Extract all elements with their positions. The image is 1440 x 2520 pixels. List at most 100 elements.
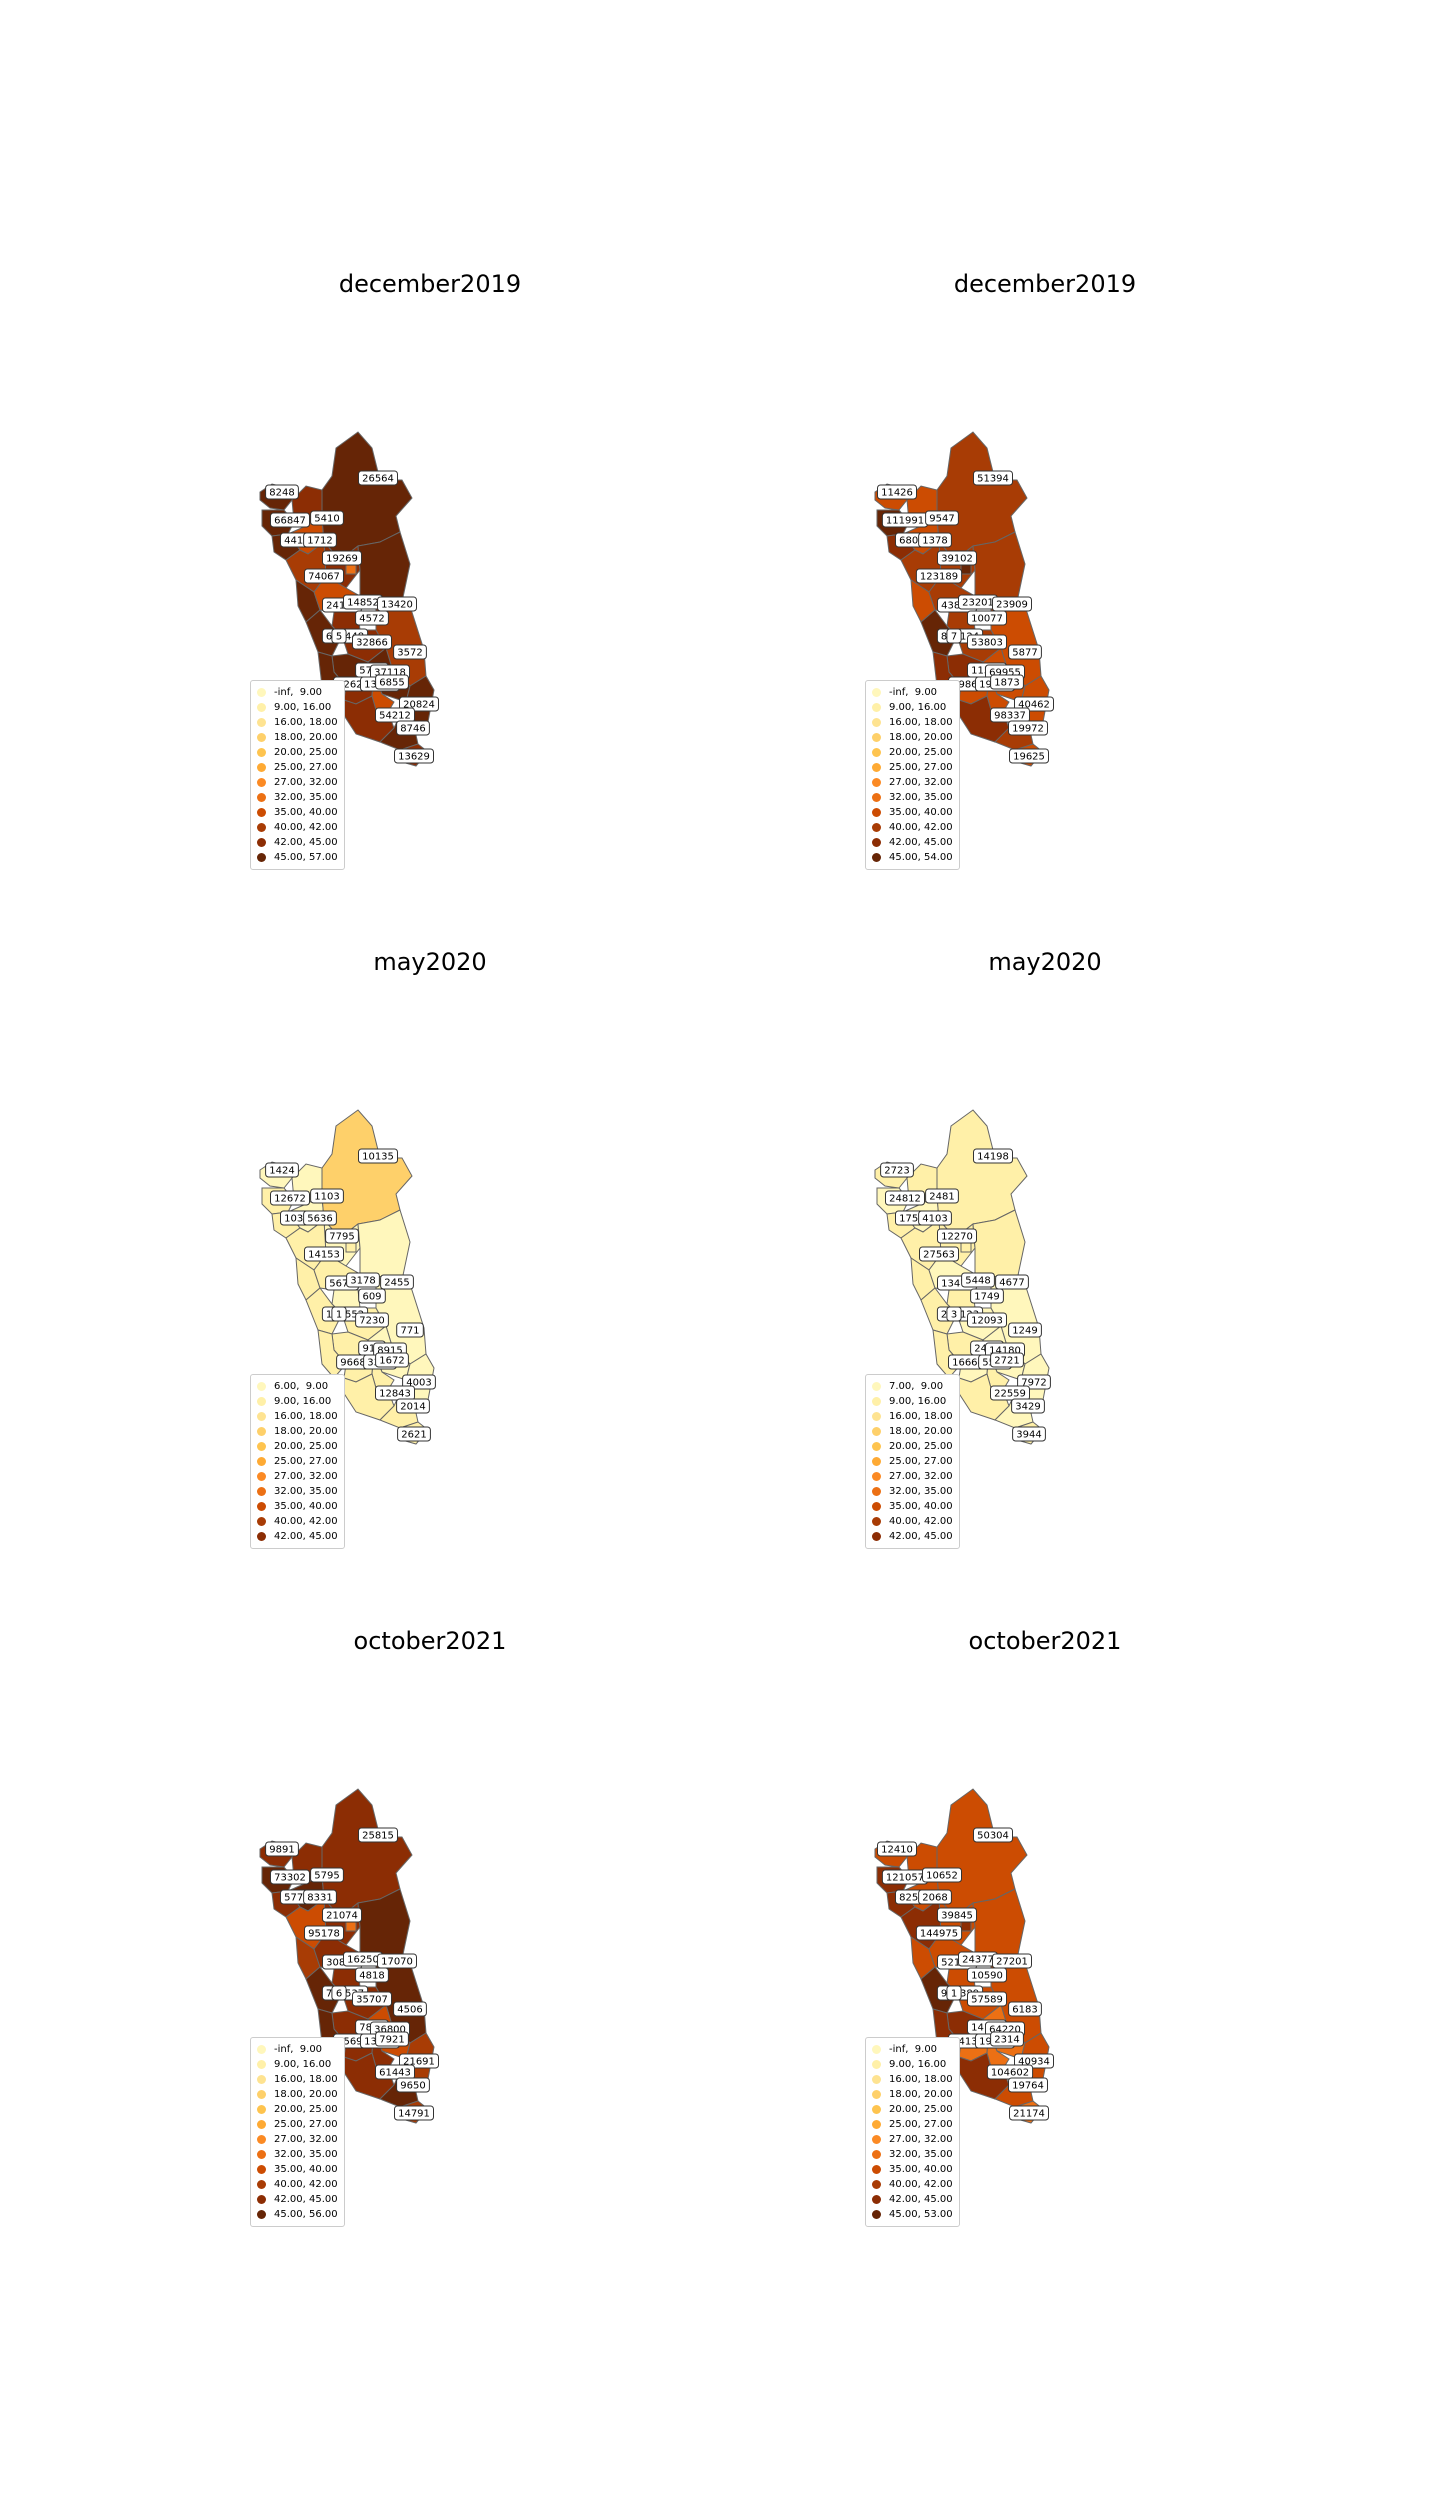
region-label: 1873 (990, 674, 1024, 690)
region-label: 27201 (992, 1953, 1032, 1969)
region-label: 5410 (310, 510, 344, 526)
legend-entry: 40.00, 42.00 (257, 820, 338, 835)
svg-text:9891: 9891 (269, 1845, 294, 1856)
legend-entry: 42.00, 45.00 (257, 2192, 338, 2207)
legend-swatch (872, 1427, 881, 1436)
region-label: 66847 (270, 512, 310, 528)
svg-text:62628: 62628 (337, 680, 369, 691)
region-label: 8248 (265, 484, 299, 500)
legend-swatch (872, 703, 881, 712)
legend-label: 20.00, 25.00 (274, 2104, 338, 2115)
legend-swatch (872, 1532, 881, 1541)
legend-entry: 9.00, 16.00 (257, 700, 338, 715)
region-label: 2314 (990, 2031, 1024, 2047)
legend-swatch (872, 823, 881, 832)
svg-text:2481: 2481 (929, 1192, 954, 1203)
legend-label: 32.00, 35.00 (274, 792, 338, 803)
region-label: 4506 (393, 2001, 427, 2017)
region-label: 2068 (918, 1889, 952, 1905)
svg-text:14791: 14791 (398, 2109, 430, 2120)
svg-text:40934: 40934 (1018, 2057, 1050, 2068)
svg-text:7921: 7921 (379, 2035, 404, 2046)
svg-text:7: 7 (951, 632, 957, 643)
legend-label: 20.00, 25.00 (889, 747, 953, 758)
legend-entry: -inf, 9.00 (872, 2042, 953, 2057)
legend-label: 16.00, 18.00 (274, 717, 338, 728)
region-label: 2014 (396, 1398, 430, 1414)
legend-swatch (872, 748, 881, 757)
svg-text:5410: 5410 (314, 514, 339, 525)
legend-entry: 16.00, 18.00 (872, 715, 953, 730)
legend-label: 45.00, 56.00 (274, 2209, 338, 2220)
svg-text:53803: 53803 (971, 638, 1003, 649)
region-label: 1424 (265, 1162, 299, 1178)
panel-title: october2021 (968, 1627, 1122, 1655)
legend-swatch (257, 2075, 266, 2084)
legend-label: 20.00, 25.00 (274, 1441, 338, 1452)
region-label: 23909 (992, 596, 1032, 612)
legend-label: 16.00, 18.00 (889, 1411, 953, 1422)
legend-swatch (872, 763, 881, 772)
region-label: 104602 (986, 2064, 1034, 2080)
region-label: 6855 (375, 674, 409, 690)
svg-text:26564: 26564 (362, 474, 394, 485)
legend-label: 18.00, 20.00 (889, 1426, 953, 1437)
svg-text:1712: 1712 (307, 536, 332, 547)
legend-label: 27.00, 32.00 (889, 1471, 953, 1482)
legend-swatch (872, 1517, 881, 1526)
svg-text:2314: 2314 (994, 2035, 1019, 2046)
legend-entry: -inf, 9.00 (257, 2042, 338, 2057)
svg-text:95178: 95178 (308, 1929, 340, 1940)
legend-entry: 18.00, 20.00 (872, 730, 953, 745)
svg-text:5877: 5877 (1012, 648, 1037, 659)
legend-entry: 35.00, 40.00 (257, 2162, 338, 2177)
svg-text:23909: 23909 (996, 600, 1028, 611)
map-legend: 7.00, 9.00 9.00, 16.00 16.00, 18.00 18.00, … (865, 1374, 960, 1549)
legend-label: 35.00, 40.00 (889, 1501, 953, 1512)
svg-text:43848: 43848 (941, 601, 973, 612)
svg-text:8331: 8331 (307, 1893, 332, 1904)
region-label: 95178 (304, 1925, 344, 1941)
legend-entry: 20.00, 25.00 (257, 2102, 338, 2117)
region-label: 123189 (915, 568, 963, 584)
region-label: 3429 (1011, 1398, 1045, 1414)
map-legend: -inf, 9.00 9.00, 16.00 16.00, 18.00 18.00, … (250, 2037, 345, 2227)
legend-swatch (872, 2045, 881, 2054)
svg-text:771: 771 (400, 1326, 419, 1337)
legend-swatch (257, 733, 266, 742)
svg-text:24377: 24377 (962, 1955, 994, 1966)
legend-swatch (257, 1502, 266, 1511)
legend-label: -inf, 9.00 (889, 687, 938, 698)
legend-swatch (257, 2090, 266, 2099)
legend-entry: 7.00, 9.00 (872, 1379, 953, 1394)
legend-swatch (257, 2180, 266, 2189)
svg-text:2455: 2455 (384, 1278, 409, 1289)
svg-text:13629: 13629 (398, 752, 430, 763)
region-label: 25815 (358, 1827, 398, 1843)
legend-label: 25.00, 27.00 (274, 2119, 338, 2130)
legend-entry: 40.00, 42.00 (257, 2177, 338, 2192)
svg-text:40462: 40462 (1018, 700, 1050, 711)
region-label: 7 (946, 628, 962, 644)
svg-text:16250: 16250 (347, 1955, 379, 1966)
legend-label: 40.00, 42.00 (274, 1516, 338, 1527)
legend-label: 42.00, 45.00 (274, 2194, 338, 2205)
legend-label: 9.00, 16.00 (889, 2059, 947, 2070)
legend-label: 32.00, 35.00 (889, 792, 953, 803)
svg-text:121057: 121057 (886, 1873, 924, 1884)
legend-entry: 25.00, 27.00 (257, 2117, 338, 2132)
map-panel-oct2021-b: october2021 12410 121057 10652 82562 2068 503… (725, 1627, 1365, 2287)
region-label: 2455 (380, 1274, 414, 1290)
legend-entry: 35.00, 40.00 (872, 1499, 953, 1514)
region-label: 8746 (396, 720, 430, 736)
legend-entry: 45.00, 57.00 (257, 850, 338, 865)
svg-text:7972: 7972 (1021, 1378, 1046, 1389)
svg-text:57589: 57589 (971, 1995, 1003, 2006)
legend-label: 27.00, 32.00 (274, 777, 338, 788)
legend-entry: 16.00, 18.00 (872, 1409, 953, 1424)
legend-label: 6.00, 9.00 (274, 1381, 329, 1392)
svg-text:3944: 3944 (1016, 1430, 1041, 1441)
region-label: 3572 (393, 644, 427, 660)
region-label: 21074 (322, 1907, 362, 1923)
svg-text:2621: 2621 (401, 1430, 426, 1441)
